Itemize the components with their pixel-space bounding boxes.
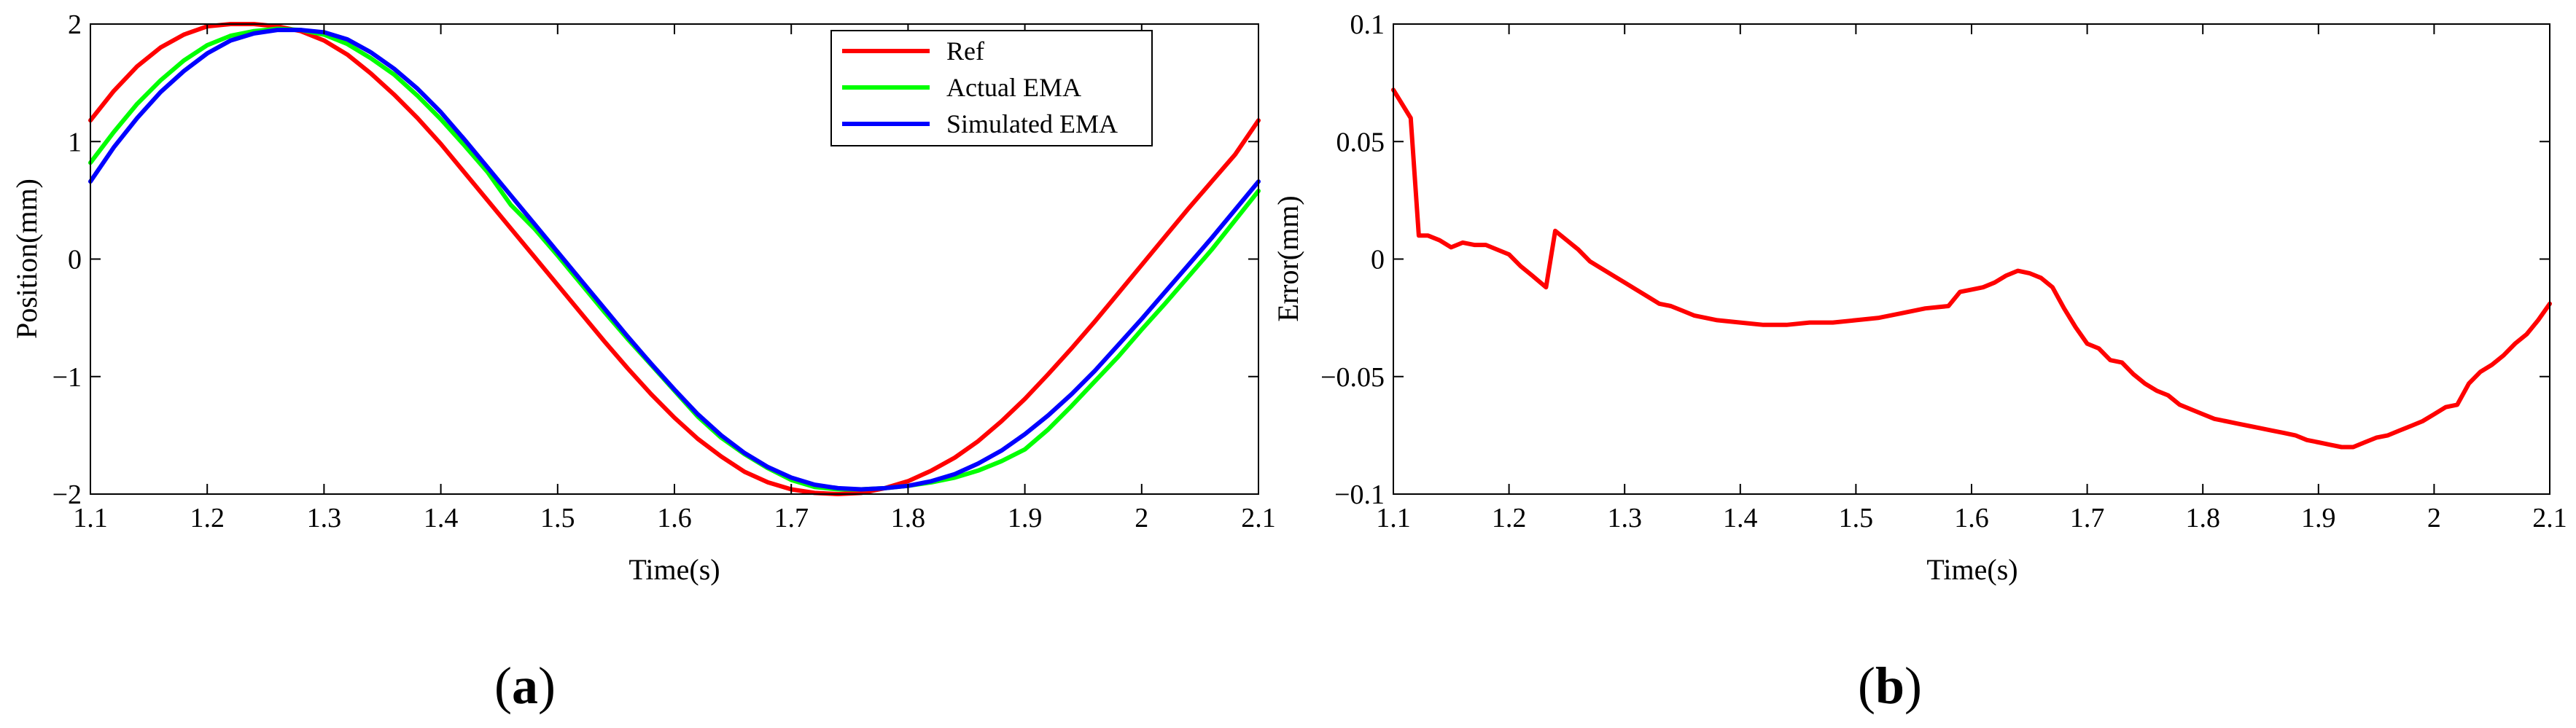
x-tick-label: 2.1 (2532, 503, 2567, 533)
x-tick-label: 1.8 (891, 503, 926, 533)
series-line-error (1391, 87, 2552, 450)
legend-label-actual-ema: Actual EMA (946, 73, 1081, 102)
y-tick-label: −0.1 (1334, 480, 1385, 510)
x-tick-label: 2 (1135, 503, 1148, 533)
x-tick-label: 1.7 (2070, 503, 2105, 533)
panel-a-x-axis-label: Time(s) (629, 553, 720, 586)
x-tick-label: 1.3 (307, 503, 342, 533)
y-tick-label: 0.05 (1336, 127, 1385, 157)
x-tick-label: 2 (2427, 503, 2441, 533)
panel-a-ticks: 1.1 1.2 1.3 1.4 1.5 1.6 1.7 1.8 1.9 2 2.1 −2 −1 0 1 2 (52, 9, 1276, 533)
x-tick-label: 1.2 (190, 503, 225, 533)
x-tick-label: 1.7 (774, 503, 809, 533)
y-tick-label: 2 (68, 9, 82, 40)
x-tick-label: 1.8 (2185, 503, 2220, 533)
x-tick-label: 1.1 (73, 503, 108, 533)
x-tick-label: 1.5 (540, 503, 575, 533)
y-tick-label: −1 (52, 362, 82, 393)
panel-b-label: (b) (1858, 657, 1922, 715)
panel-b-ticks: 1.1 1.2 1.3 1.4 1.5 1.6 1.7 1.8 1.9 2 2.1 −0.1 −0.05… (1320, 9, 2567, 533)
panel-a-label: (a) (494, 657, 556, 715)
panel-b-error-chart: 1.1 1.2 1.3 1.4 1.5 1.6 1.7 1.8 1.9 2 2.1 −0.1 −0.05… (1272, 9, 2567, 715)
x-tick-label: 1.9 (1008, 503, 1043, 533)
y-tick-label: 0 (1371, 245, 1385, 275)
x-tick-label: 1.5 (1839, 503, 1874, 533)
y-tick-label: −2 (52, 480, 82, 510)
y-tick-label: 0 (68, 245, 82, 275)
legend-label-simulated-ema: Simulated EMA (946, 109, 1118, 138)
x-tick-label: 1.6 (1954, 503, 1989, 533)
panel-a-series-group (88, 22, 1261, 496)
panel-b-x-axis-label: Time(s) (1926, 553, 2017, 586)
x-tick-label: 1.4 (1723, 503, 1758, 533)
panel-a-y-axis-label: Position(mm) (10, 179, 43, 339)
series-line-simulated-ema (88, 28, 1261, 492)
x-tick-label: 1.2 (1492, 503, 1527, 533)
x-tick-label: 1.1 (1376, 503, 1411, 533)
y-tick-label: −0.05 (1320, 362, 1385, 393)
x-tick-label: 1.3 (1607, 503, 1642, 533)
x-tick-label: 1.4 (424, 503, 459, 533)
x-tick-label: 1.6 (657, 503, 692, 533)
x-tick-label: 2.1 (1241, 503, 1276, 533)
y-tick-label: 1 (68, 127, 82, 157)
panel-a-legend: Ref Actual EMA Simulated EMA (830, 30, 1153, 146)
panel-b-plot-area (1393, 24, 2550, 494)
legend-label-ref: Ref (946, 36, 984, 66)
x-tick-label: 1.9 (2301, 503, 2336, 533)
panel-a-position-chart: 1.1 1.2 1.3 1.4 1.5 1.6 1.7 1.8 1.9 2 2.1 −2 −1 0 1 2 R… (10, 9, 1276, 715)
y-tick-label: 0.1 (1350, 9, 1385, 40)
panel-b-series-group (1391, 87, 2552, 450)
panel-b-y-axis-label: Error(mm) (1272, 195, 1304, 321)
